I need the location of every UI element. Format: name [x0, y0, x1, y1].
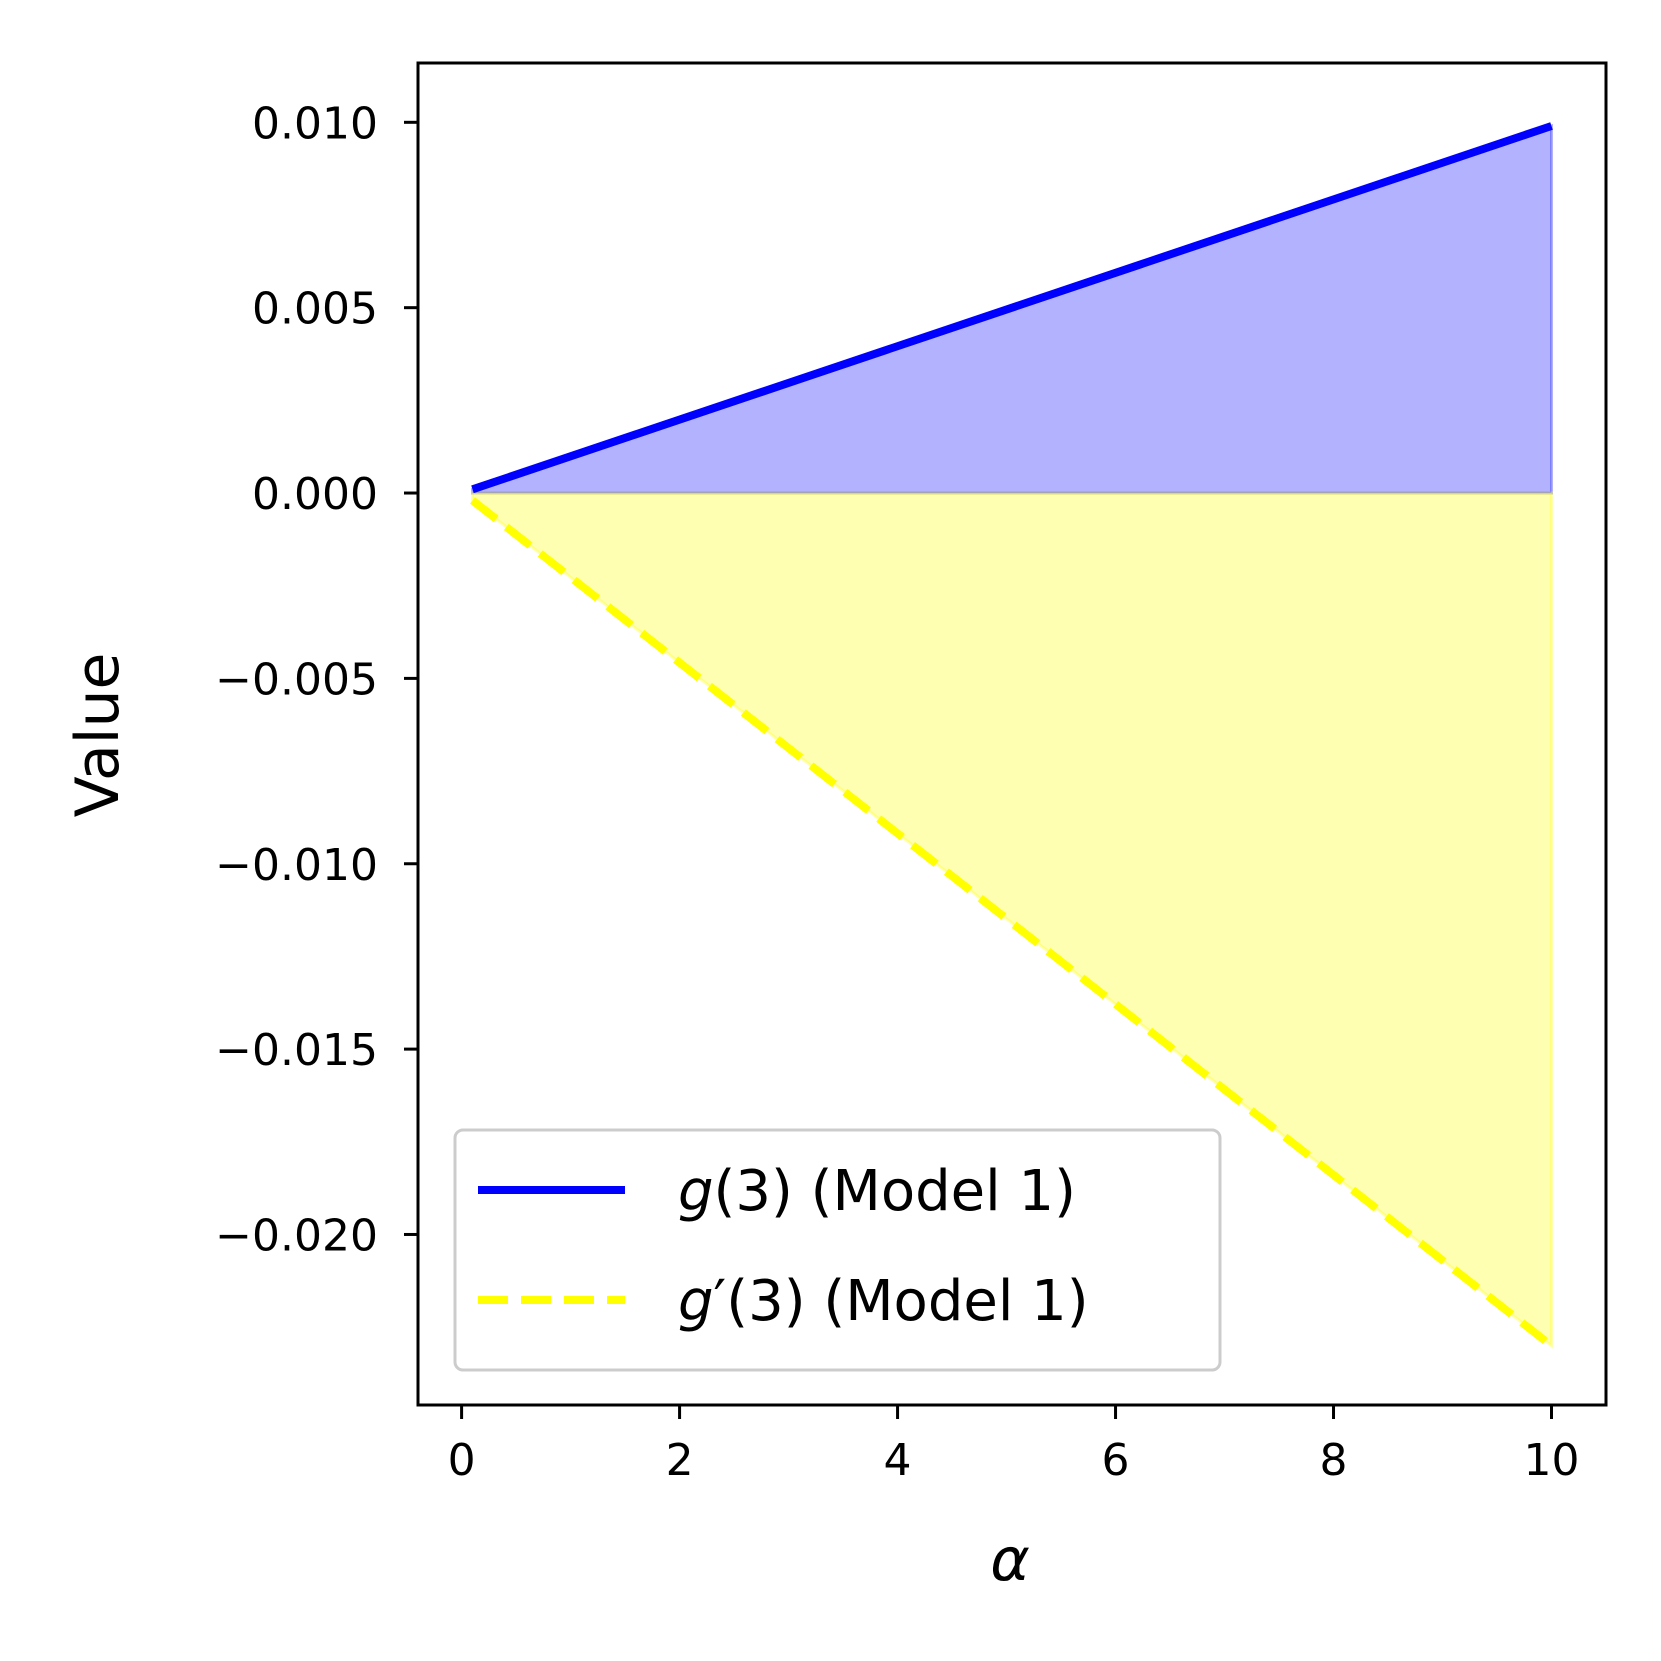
y-tick-label: 0.010 — [252, 98, 378, 149]
x-tick-label: 6 — [1102, 1435, 1130, 1486]
legend-rest-series-1: (3) (Model 1) — [714, 1159, 1076, 1224]
x-tick-label: 2 — [666, 1435, 694, 1486]
legend-rest-series-2: (3) (Model 1) — [726, 1269, 1088, 1334]
plot-frame — [416, 61, 1608, 1407]
legend-prime-series-2: ′ — [714, 1269, 727, 1334]
y-tick-label: −0.005 — [215, 654, 378, 705]
x-tick-label: 0 — [448, 1435, 476, 1486]
y-axis-label: Value — [63, 653, 133, 818]
legend-entry-series-1: g(3) (Model 1) — [678, 1159, 1076, 1224]
line-series-2 — [470, 497, 1554, 1349]
y-axis: 0.010 0.005 0.000 −0.005 −0.010 −0.015 −0.020 — [215, 98, 418, 1261]
line-series-1 — [471, 122, 1553, 494]
legend-func-series-1: g — [678, 1159, 714, 1224]
y-tick-label: 0.005 — [252, 284, 378, 335]
x-axis: 0 2 4 6 8 10 — [448, 1405, 1580, 1486]
legend-entry-series-2: g′(3) (Model 1) — [678, 1269, 1089, 1334]
x-tick-label: 4 — [884, 1435, 912, 1486]
legend-box — [453, 1128, 1222, 1372]
x-axis-label: α — [990, 1525, 1030, 1595]
legend: g(3) (Model 1) g′(3) (Model 1) — [453, 1128, 1222, 1372]
x-tick-label: 8 — [1320, 1435, 1348, 1486]
x-tick-label: 10 — [1524, 1435, 1580, 1486]
series-lines — [470, 122, 1554, 1349]
y-tick-label: −0.010 — [215, 840, 378, 891]
y-tick-label: −0.020 — [215, 1210, 378, 1261]
y-tick-label: 0.000 — [252, 469, 378, 520]
y-tick-label: −0.015 — [215, 1025, 378, 1076]
legend-func-series-2: g — [678, 1269, 714, 1334]
